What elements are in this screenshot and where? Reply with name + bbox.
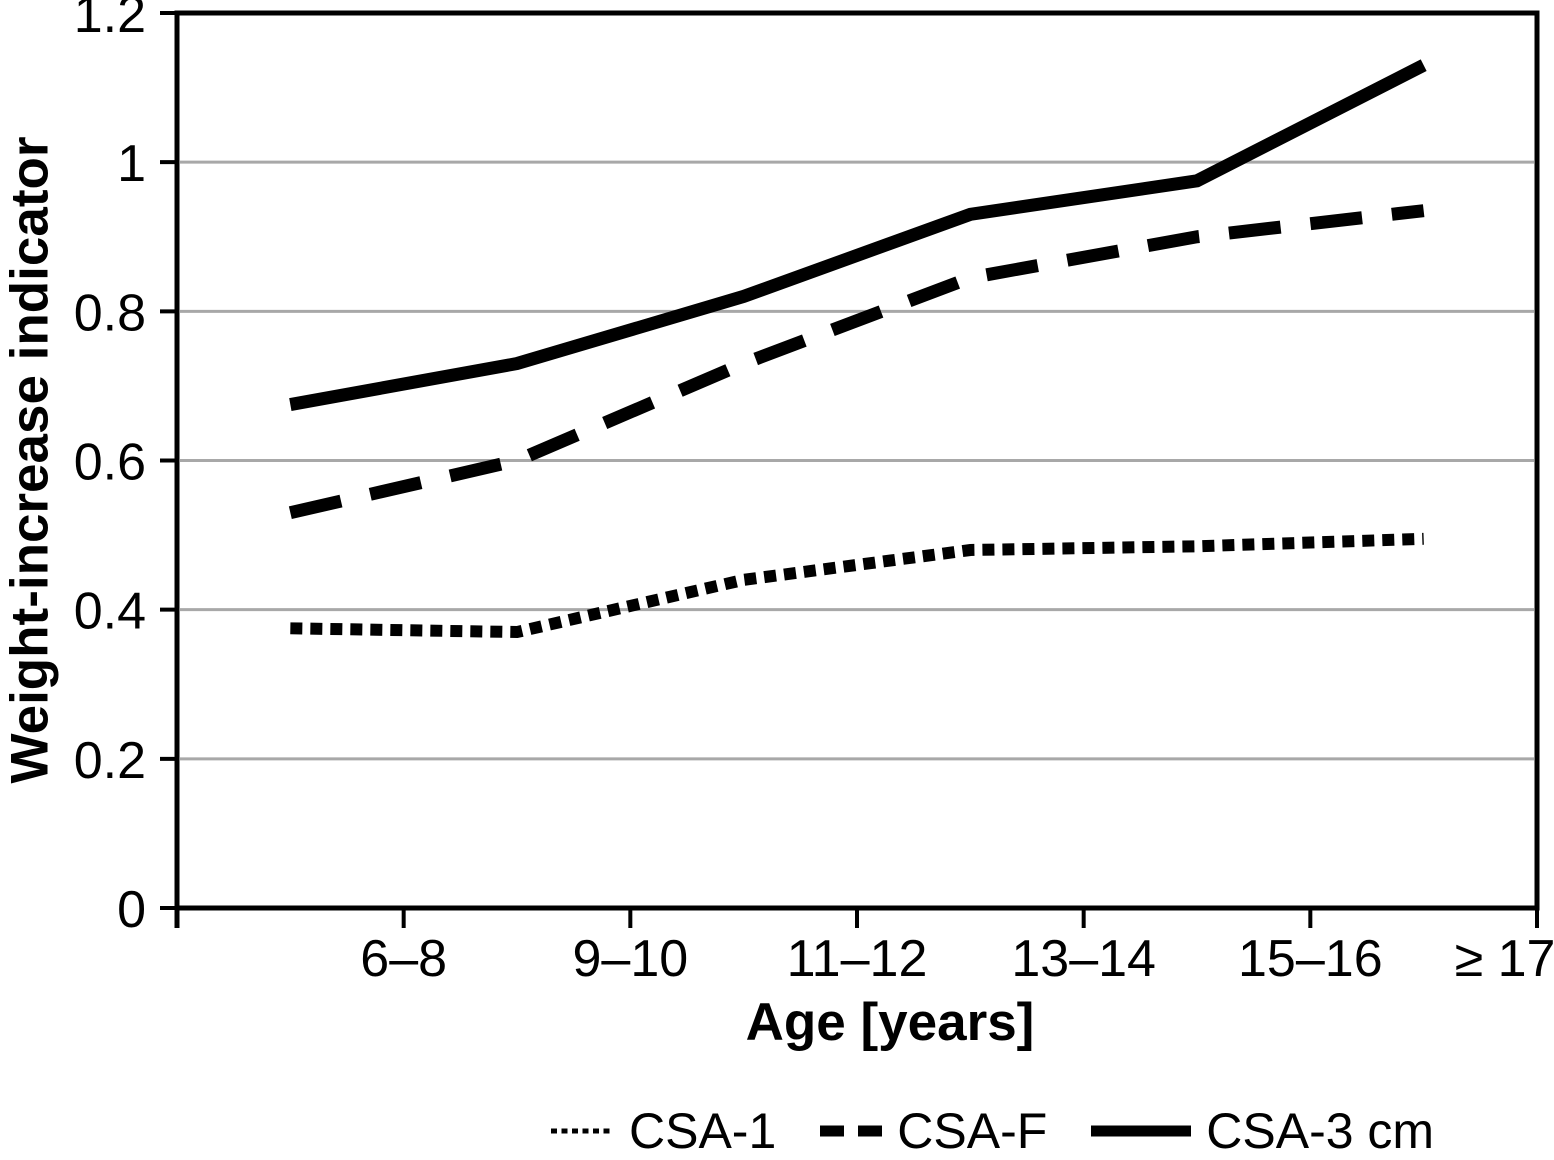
x-axis-title: Age [years] <box>745 993 1035 1052</box>
y-tick-label: 1.2 <box>74 0 146 44</box>
legend-item-csa-1: CSA-1 <box>550 1102 776 1160</box>
legend-label: CSA-F <box>897 1103 1048 1159</box>
y-axis-title: Weight-increase indicator <box>0 136 60 784</box>
y-tick-label: 0 <box>117 881 146 939</box>
legend-item-csa-3cm: CSA-3 cm <box>1091 1102 1434 1160</box>
y-tick-label: 0.8 <box>74 284 146 342</box>
legend: CSA-1 CSA-F CSA-3 cm <box>550 1102 1434 1160</box>
x-tick-label: ≥ 17 <box>1455 930 1554 988</box>
y-tick-label: 1 <box>117 135 146 193</box>
x-tick-label: 15–16 <box>1238 930 1383 988</box>
dashed-line-swatch-icon <box>820 1125 883 1137</box>
series-line-csa-f <box>288 204 1425 520</box>
series-line-csa-3-cm <box>289 59 1427 411</box>
x-tick-label: 13–14 <box>1011 930 1156 988</box>
y-tick-label: 0.4 <box>74 583 146 641</box>
y-tick-label: 0.6 <box>74 434 146 492</box>
series-line-csa-1 <box>290 532 1424 639</box>
y-tick-label: 0.2 <box>74 732 146 790</box>
solid-line-swatch-icon <box>1091 1125 1192 1137</box>
dotted-line-swatch-icon <box>551 1128 613 1134</box>
x-tick-label: 6–8 <box>360 930 447 988</box>
legend-item-csa-f: CSA-F <box>820 1102 1047 1160</box>
legend-label: CSA-3 cm <box>1206 1103 1435 1159</box>
legend-label: CSA-1 <box>629 1103 777 1159</box>
x-tick-label: 11–12 <box>787 930 928 988</box>
x-tick-label: 9–10 <box>572 930 688 988</box>
